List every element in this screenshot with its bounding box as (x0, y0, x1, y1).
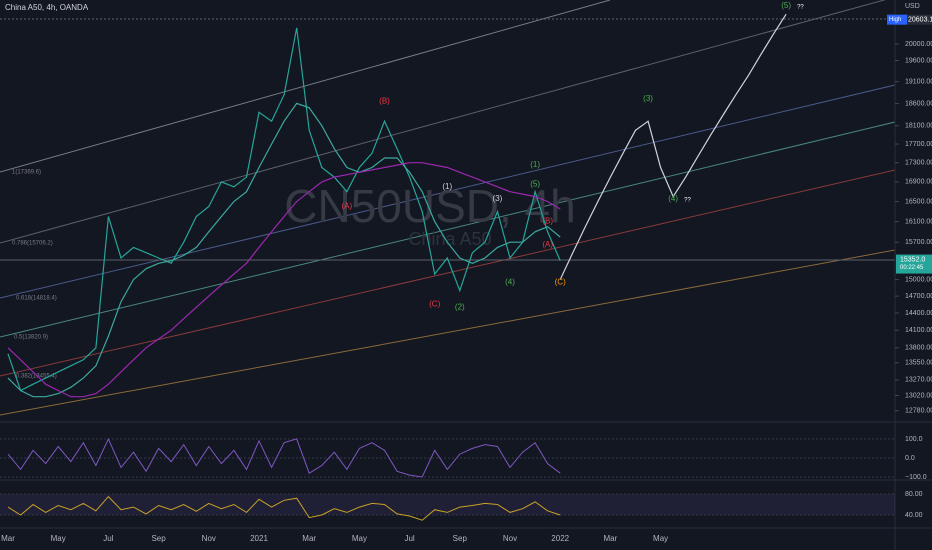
price-line (7, 162, 561, 398)
channel-line (0, 169, 896, 377)
fib-label: 0.618(14818.4) (16, 296, 57, 302)
y-tick-label: 16500.00 (905, 198, 932, 205)
price-line (7, 102, 561, 398)
y-tick-label: 0.0 (905, 455, 915, 462)
wave-label: (C) (555, 277, 566, 286)
wave-label: (1) (442, 182, 452, 191)
high-price: 20603.1 (908, 17, 932, 24)
wave-label: (C) (429, 300, 440, 309)
channels (0, 0, 896, 416)
y-tick-label: 12780.00 (905, 408, 932, 415)
y-tick-label: 18100.00 (905, 123, 932, 130)
y-tick-label: 40.00 (905, 512, 923, 519)
x-tick-label: Sep (453, 534, 468, 543)
y-tick-label: 80.00 (905, 491, 923, 498)
channel-line (0, 249, 896, 416)
y-tick-label: 19100.00 (905, 79, 932, 86)
x-tick-label: Nov (503, 534, 517, 543)
channel-line (0, 84, 896, 299)
x-tick-label: Sep (151, 534, 166, 543)
y-tick-label: −100.0 (905, 474, 927, 481)
y-tick-label: 13800.00 (905, 345, 932, 352)
x-tick-label: Mar (604, 534, 618, 543)
wave-label: (4) (668, 194, 678, 203)
currency: USD (905, 3, 920, 10)
x-tick-label: Mar (302, 534, 316, 543)
x-tick-label: 2022 (551, 534, 569, 543)
wave-label: (B) (542, 217, 553, 226)
y-tick-label: 100.0 (905, 436, 923, 443)
channel-line (0, 0, 611, 173)
fib-label: 0.5(13820.9) (14, 335, 48, 341)
x-tick-label: May (352, 534, 367, 543)
x-tick-label: Mar (1, 534, 15, 543)
wave-mark: ?? (684, 198, 691, 204)
wave-label: (5) (530, 179, 540, 188)
chart-title: China A50, 4h, OANDA (5, 3, 89, 12)
last-price-bg (896, 254, 932, 274)
channel-line (0, 121, 896, 338)
y-tick-label: 16100.00 (905, 218, 932, 225)
indicator-line (7, 437, 561, 478)
y-tick-label: 18600.00 (905, 100, 932, 107)
y-tick-label: 14700.00 (905, 293, 932, 300)
y-tick-label: 16900.00 (905, 179, 932, 186)
wave-mark: ?? (797, 5, 804, 11)
fib-label: 0.786(15706.2) (12, 241, 53, 247)
high-price-bg (907, 14, 932, 25)
x-tick-label: Nov (202, 534, 216, 543)
fib-label: 0.382(13455.4) (16, 374, 57, 380)
price-line (7, 27, 561, 392)
wave-label: (B) (379, 96, 390, 105)
high-tag-bg (887, 14, 907, 25)
x-tick-label: Jul (404, 534, 414, 543)
wave-label: (5) (781, 1, 791, 10)
fib-label: 1(17369.6) (12, 170, 41, 176)
wave-label: (A) (542, 240, 553, 249)
x-tick-label: 2021 (250, 534, 268, 543)
wave-label: (3) (643, 94, 653, 103)
y-tick-label: 17300.00 (905, 160, 932, 167)
wave-label: (4) (505, 277, 515, 286)
x-tick-label: May (51, 534, 66, 543)
countdown: 00:22:45 (900, 265, 924, 271)
y-tick-label: 17700.00 (905, 141, 932, 148)
x-tick-label: Jul (103, 534, 113, 543)
y-tick-label: 14400.00 (905, 310, 932, 317)
wave-label: (1) (530, 160, 540, 169)
y-tick-label: 13270.00 (905, 377, 932, 384)
channel-line (0, 0, 886, 244)
y-tick-label: 13020.00 (905, 392, 932, 399)
x-tick-label: May (653, 534, 668, 543)
y-tick-label: 20000.00 (905, 41, 932, 48)
wave-label: (3) (493, 194, 503, 203)
y-tick-label: 15700.00 (905, 239, 932, 246)
y-tick-label: 13550.00 (905, 360, 932, 367)
price-line (559, 13, 787, 280)
rsi-band (0, 494, 895, 515)
high-tag: High (889, 17, 901, 23)
y-tick-label: 15000.00 (905, 276, 932, 283)
y-tick-label: 19600.00 (905, 57, 932, 64)
wave-label: (A) (342, 202, 353, 211)
y-tick-label: 14100.00 (905, 327, 932, 334)
wave-label: (2) (455, 302, 465, 311)
last-price: 15352.0 (900, 256, 925, 263)
indicator-line (7, 495, 561, 521)
